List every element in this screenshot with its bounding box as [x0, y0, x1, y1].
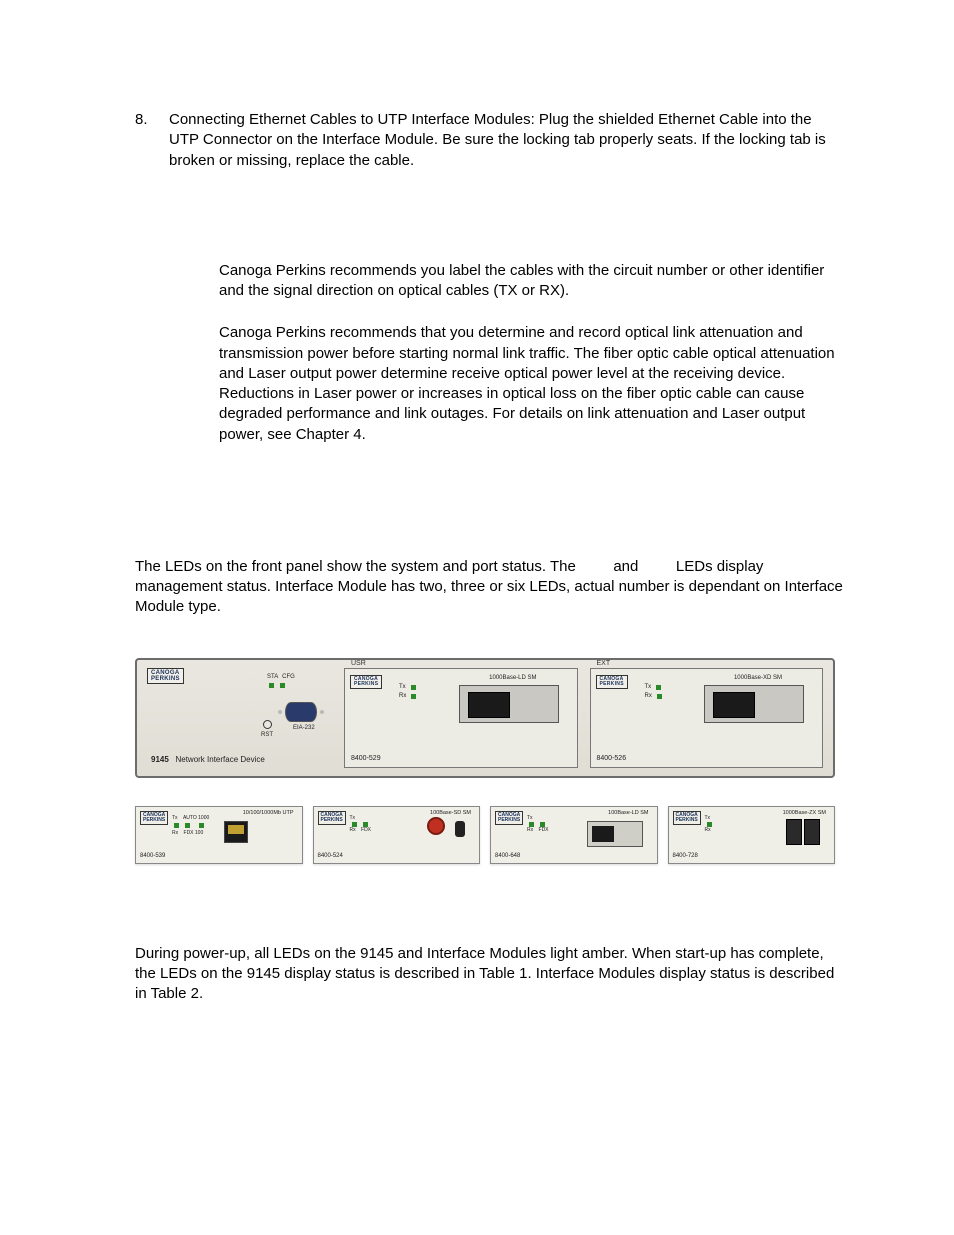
sm-led-label: Rx	[705, 827, 711, 835]
tx-label: Tx	[645, 683, 652, 693]
led	[185, 823, 190, 828]
sm-led-label: FDX	[361, 827, 371, 835]
led-para-a: The LEDs on the front panel show the sys…	[135, 558, 580, 575]
small-module-1: CANOGA PERKINS Tx AUTO 1000 Rx FDX 100 1…	[135, 806, 303, 864]
sm2-brand: CANOGA PERKINS	[318, 811, 346, 825]
sm1-leds: Tx AUTO 1000 Rx FDX 100	[172, 815, 209, 838]
brand-bottom: PERKINS	[151, 676, 180, 682]
led-para-b: and	[609, 558, 642, 575]
brand-bottom: PERKINS	[600, 681, 624, 687]
model-number: 9145	[151, 755, 169, 764]
st-connector	[427, 817, 445, 835]
sm-led-label: Tx	[527, 815, 533, 823]
module-left-brand: CANOGA PERKINS	[350, 675, 382, 690]
eia-label: EIA-232	[293, 724, 315, 732]
sm4-type: 1000Base-ZX SM	[783, 810, 826, 817]
sm1-brand: CANOGA PERKINS	[140, 811, 168, 825]
sm-led-label: Rx	[527, 827, 533, 835]
sm-led-label: AUTO 1000	[183, 815, 209, 823]
sm-led-label: FDX 100	[184, 830, 204, 838]
model-label: 9145 Network Interface Device	[151, 755, 265, 766]
list-text: Connecting Ethernet Cables to UTP Interf…	[169, 110, 844, 171]
list-item-8: 8. Connecting Ethernet Cables to UTP Int…	[135, 110, 844, 171]
document-page: 8. Connecting Ethernet Cables to UTP Int…	[0, 0, 954, 1235]
sc-connector-pair	[786, 819, 820, 843]
sfp-cage-right	[704, 685, 804, 723]
brand-badge: CANOGA PERKINS	[147, 668, 184, 685]
figure-device-front: CANOGA PERKINS STA CFG RST EIA-232 9145 …	[135, 658, 835, 864]
model-name: Network Interface Device	[175, 755, 264, 764]
st-connector-2	[455, 821, 465, 837]
tx-label: Tx	[399, 683, 406, 693]
recommendation-1: Canoga Perkins recommends you label the …	[219, 261, 844, 302]
list-number: 8.	[135, 110, 169, 171]
sm2-leds: Tx Rx FDX	[350, 815, 372, 835]
led-tx	[656, 685, 661, 690]
rj45-port	[224, 821, 248, 843]
module-left-num: 8400-529	[351, 754, 381, 763]
module-right: EXT CANOGA PERKINS Tx Rx 1000Base-XD SM …	[590, 668, 824, 768]
sm-led-label: Rx	[350, 827, 356, 835]
figure-modules-row: CANOGA PERKINS Tx AUTO 1000 Rx FDX 100 1…	[135, 806, 835, 864]
module-right-top-label: EXT	[597, 659, 611, 668]
sfp-cage-small	[587, 821, 643, 847]
led-tx	[411, 685, 416, 690]
small-module-3: CANOGA PERKINS Tx Rx FDX 100Base-LD SM 8…	[490, 806, 658, 864]
module-left: USR CANOGA PERKINS Tx Rx 1000Base-LD SM …	[344, 668, 578, 768]
sta-label: STA	[267, 674, 278, 680]
sm-led-label: Rx	[172, 830, 178, 838]
led-cfg	[280, 683, 285, 688]
led-sta	[269, 683, 274, 688]
eia-232-port	[285, 702, 317, 722]
brand-bottom: PERKINS	[143, 817, 165, 823]
sm-led-label: Tx	[172, 815, 178, 823]
cfg-label: CFG	[282, 674, 295, 680]
led-rx	[657, 694, 662, 699]
module-right-brand: CANOGA PERKINS	[596, 675, 628, 690]
sm3-num: 8400-648	[495, 852, 520, 860]
sfp-cage-left	[459, 685, 559, 723]
sm2-type: 100Base-SD SM	[430, 810, 471, 817]
closing-paragraph: During power-up, all LEDs on the 9145 an…	[135, 944, 844, 1005]
sm-led-label: Tx	[350, 815, 356, 823]
module-left-type: 1000Base-LD SM	[489, 674, 536, 682]
brand-top: CANOGA	[151, 670, 179, 676]
rst-label: RST	[261, 731, 273, 739]
module-right-num: 8400-526	[597, 754, 627, 763]
sm3-leds: Tx Rx FDX	[527, 815, 549, 835]
rx-label: Rx	[645, 692, 652, 702]
sm2-num: 8400-524	[318, 852, 343, 860]
device-left-panel: CANOGA PERKINS STA CFG RST EIA-232 9145 …	[147, 668, 332, 768]
sm4-leds: Tx Rx	[705, 815, 714, 835]
sm-led-label: FDX	[539, 827, 549, 835]
led	[199, 823, 204, 828]
brand-bottom: PERKINS	[321, 817, 343, 823]
led	[174, 823, 179, 828]
module-right-type: 1000Base-XD SM	[734, 674, 782, 682]
led-rx	[411, 694, 416, 699]
sm-led-label: Tx	[705, 815, 711, 823]
module-right-leds: Tx Rx	[645, 683, 664, 702]
small-module-2: CANOGA PERKINS Tx Rx FDX 100Base-SD SM 8…	[313, 806, 481, 864]
sm1-num: 8400-539	[140, 852, 165, 860]
sm3-type: 100Base-LD SM	[608, 810, 648, 817]
module-left-top-label: USR	[351, 659, 366, 668]
small-module-4: CANOGA PERKINS Tx Rx 1000Base-ZX SM 8400…	[668, 806, 836, 864]
device-9145: CANOGA PERKINS STA CFG RST EIA-232 9145 …	[135, 658, 835, 778]
rx-label: Rx	[399, 692, 406, 702]
sm4-num: 8400-728	[673, 852, 698, 860]
sm3-brand: CANOGA PERKINS	[495, 811, 523, 825]
sm1-type: 10/100/1000Mb UTP	[243, 810, 294, 817]
sm4-brand: CANOGA PERKINS	[673, 811, 701, 825]
brand-bottom: PERKINS	[676, 817, 698, 823]
brand-bottom: PERKINS	[354, 681, 378, 687]
recommendation-2: Canoga Perkins recommends that you deter…	[219, 323, 844, 445]
rst-hole	[263, 720, 272, 729]
module-left-leds: Tx Rx	[399, 683, 418, 702]
sta-cfg-block: STA CFG	[267, 672, 295, 691]
led-paragraph: The LEDs on the front panel show the sys…	[135, 557, 844, 618]
brand-bottom: PERKINS	[498, 817, 520, 823]
